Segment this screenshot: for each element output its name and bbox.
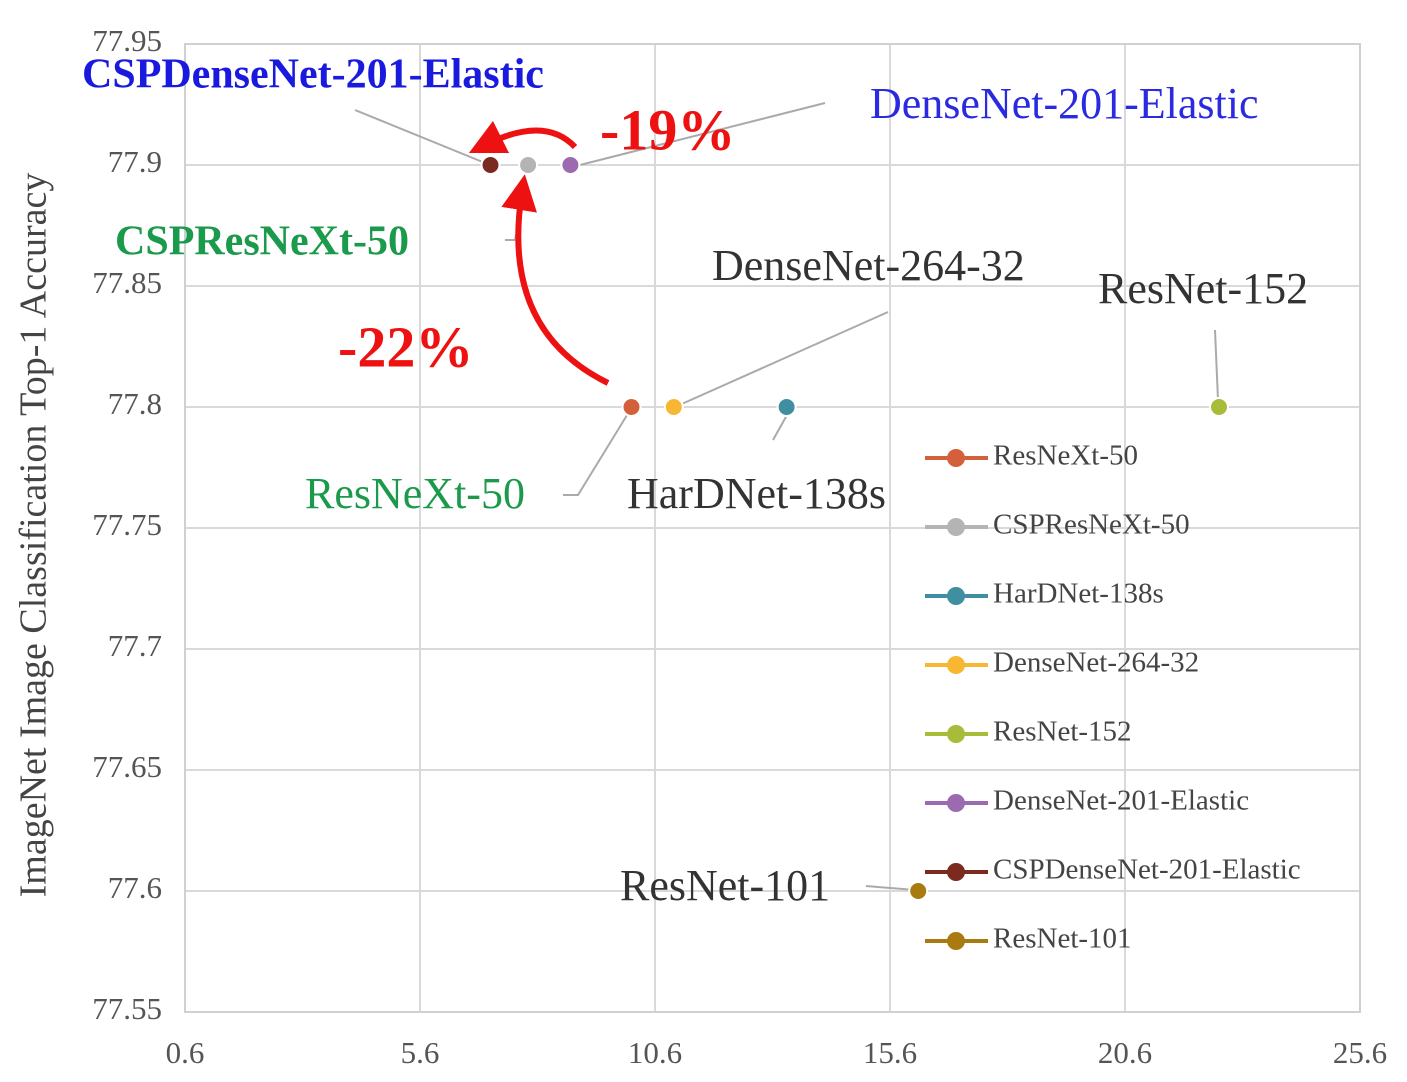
leader-line xyxy=(674,311,889,408)
annotation: ResNeXt-50 xyxy=(305,469,525,518)
y-tick-label: 77.85 xyxy=(92,265,162,300)
y-tick-label: 77.9 xyxy=(108,144,162,179)
point xyxy=(480,155,501,175)
legend-label: DenseNet-264-32 xyxy=(993,647,1199,679)
y-tick-label: 77.75 xyxy=(92,507,162,542)
y-tick-label: 77.7 xyxy=(108,628,162,663)
x-tick-label: 20.6 xyxy=(1098,1035,1152,1070)
annotation: -22% xyxy=(338,314,473,379)
legend-marker xyxy=(947,449,965,467)
legend-label: CSPResNeXt-50 xyxy=(993,509,1190,541)
x-tick-label: 25.6 xyxy=(1333,1035,1387,1070)
legend-marker xyxy=(947,725,965,743)
arrow xyxy=(468,120,578,154)
x-tick-label: 15.6 xyxy=(863,1035,917,1070)
legend-label: DenseNet-201-Elastic xyxy=(993,785,1249,817)
plot-border xyxy=(184,43,1361,1013)
leader-line xyxy=(579,102,826,166)
legend-marker xyxy=(947,863,965,881)
legend-label: ResNet-152 xyxy=(993,716,1132,748)
annotation: -19% xyxy=(600,97,735,162)
legend-marker xyxy=(947,932,965,950)
legend: ResNeXt-50 CSPResNeXt-50 HarDNet-138s Dense… xyxy=(925,440,1301,955)
y-tick-label: 77.6 xyxy=(108,870,162,905)
leader-lines xyxy=(354,102,1219,891)
leader-line xyxy=(563,406,633,496)
legend-marker xyxy=(947,518,965,536)
x-tick-label: 10.6 xyxy=(628,1035,682,1070)
leader-line xyxy=(1214,329,1219,401)
annotation: DenseNet-264-32 xyxy=(712,241,1025,290)
y-axis-label: ImageNet Image Classification Top-1 Accu… xyxy=(13,173,55,898)
annotation: ResNet-101 xyxy=(620,861,830,910)
x-tick-label: 0.6 xyxy=(166,1035,205,1070)
legend-marker xyxy=(947,656,965,674)
points xyxy=(480,155,1229,901)
x-tick-label: 5.6 xyxy=(401,1035,440,1070)
legend-label: ResNet-101 xyxy=(993,923,1132,955)
annotation: CSPDenseNet-201-Elastic xyxy=(82,52,544,98)
y-tick-label: 77.8 xyxy=(108,386,162,421)
point xyxy=(560,155,581,175)
arrow xyxy=(501,174,610,386)
point xyxy=(621,397,642,417)
point xyxy=(776,397,797,417)
legend-marker xyxy=(947,587,965,605)
annotation: CSPResNeXt-50 xyxy=(115,219,409,265)
leader-line xyxy=(354,109,491,166)
grid xyxy=(184,43,1361,1013)
point xyxy=(663,397,684,417)
leader-line xyxy=(865,885,916,891)
legend-label: CSPDenseNet-201-Elastic xyxy=(993,854,1301,886)
leader-line xyxy=(772,414,788,441)
legend-label: ResNeXt-50 xyxy=(993,440,1138,472)
annotation: DenseNet-201-Elastic xyxy=(870,79,1259,128)
legend-marker xyxy=(947,794,965,812)
y-tick-label: 77.55 xyxy=(92,991,162,1026)
legend-label: HarDNet-138s xyxy=(993,578,1164,610)
annotation: ResNet-152 xyxy=(1098,264,1308,313)
point xyxy=(1209,397,1229,417)
point xyxy=(908,881,929,901)
y-tick-label: 77.65 xyxy=(92,749,162,784)
point xyxy=(518,155,539,175)
annotation: HarDNet-138s xyxy=(627,469,886,518)
y-tick-label: 77.95 xyxy=(92,23,162,58)
